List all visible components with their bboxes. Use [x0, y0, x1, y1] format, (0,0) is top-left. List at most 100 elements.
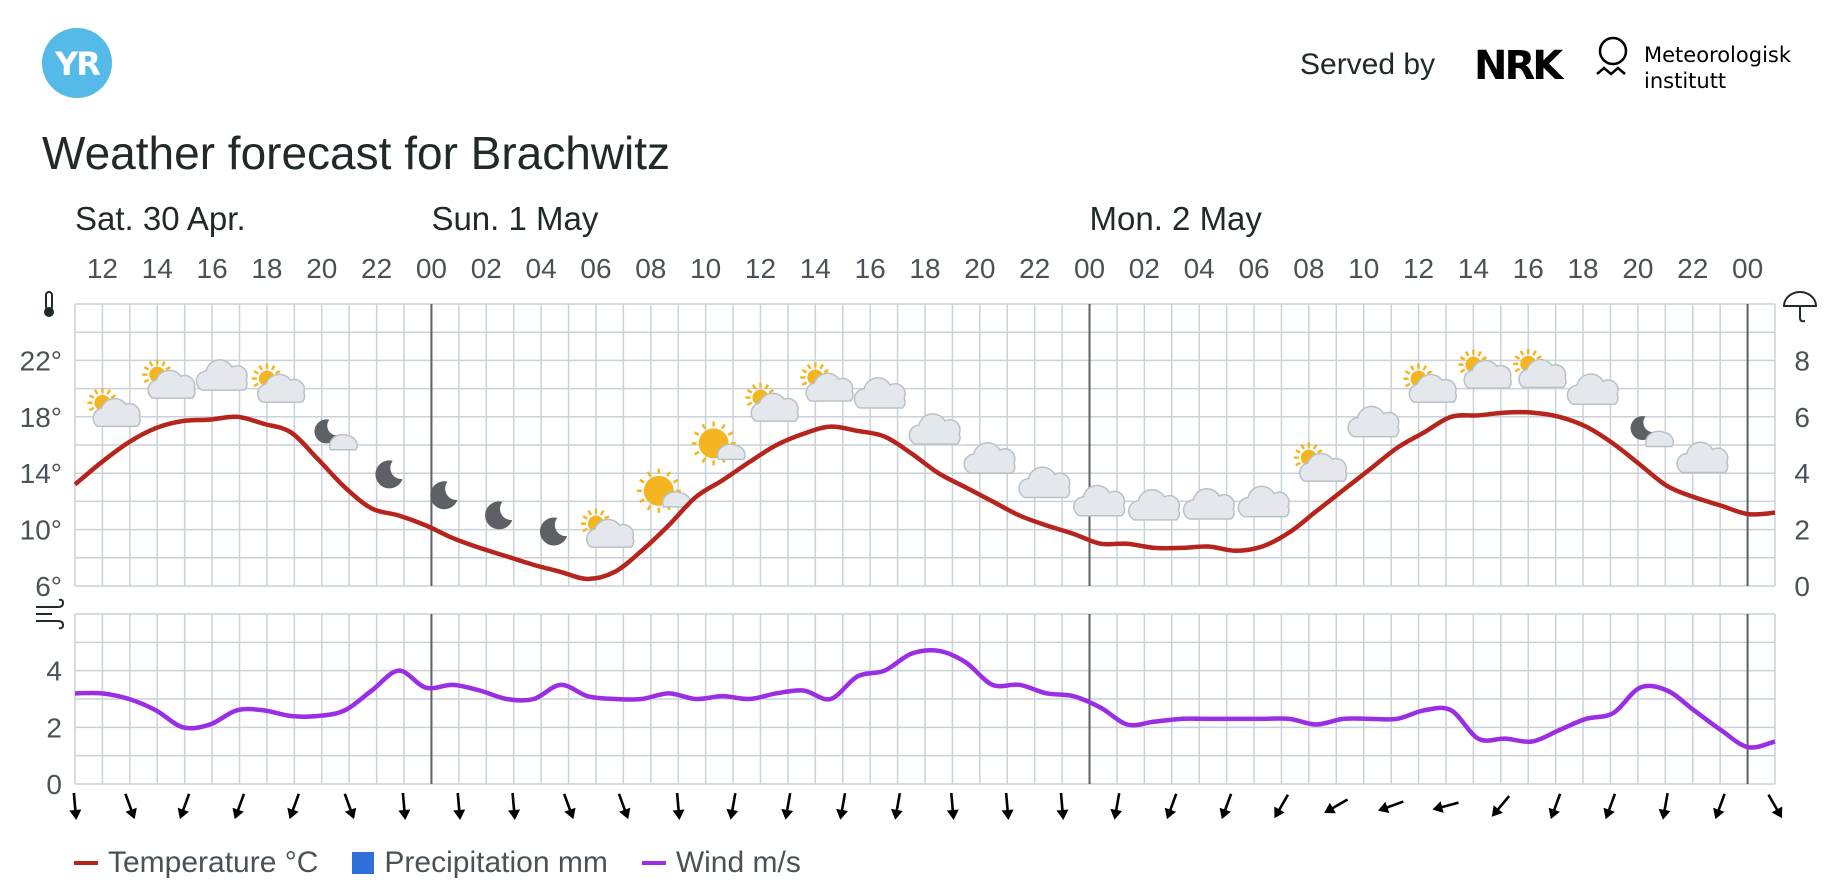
- hour-tick-label: 00: [1074, 253, 1105, 284]
- hour-tick-label: 22: [1019, 253, 1050, 284]
- cloud-icon: [1018, 466, 1071, 499]
- arrow-head: [69, 809, 82, 820]
- sun-ray: [751, 383, 757, 390]
- wind-direction-arrow: [1377, 800, 1404, 814]
- hour-tick-label: 02: [471, 253, 502, 284]
- arrow-head: [1324, 802, 1336, 814]
- temperature-tick-label: 14°: [20, 458, 62, 489]
- weather-symbol-partly-cloudy-day: [800, 362, 854, 402]
- hour-tick-label: 18: [909, 253, 940, 284]
- sun-ray: [1312, 444, 1318, 450]
- cloud-icon: [1127, 488, 1181, 521]
- wind-direction-arrow: [1056, 792, 1069, 820]
- sun-ray: [165, 366, 171, 371]
- cloud-icon: [92, 397, 141, 428]
- precipitation-tick-label: 4: [1794, 458, 1810, 489]
- wind-direction-arrow: [562, 793, 576, 820]
- sun-ray: [721, 423, 726, 430]
- wind-direction-arrow: [453, 792, 466, 820]
- weather-symbol-partly-cloudy-day: [580, 508, 635, 548]
- wind-line: [74, 647, 1776, 750]
- arrow-head: [1491, 805, 1503, 817]
- cloud-icon: [1298, 452, 1348, 482]
- hour-tick-label: 00: [1732, 253, 1763, 284]
- sun-ray: [1409, 365, 1415, 371]
- wind-direction-arrow: [1110, 792, 1123, 820]
- arrow-head: [1377, 801, 1390, 814]
- cloud-icon: [963, 442, 1016, 474]
- sun-ray: [801, 381, 808, 387]
- weather-symbol-cloudy: [1182, 487, 1235, 520]
- cloud-icon: [195, 359, 248, 391]
- sun-ray: [1295, 461, 1301, 467]
- hour-tick-label: 04: [526, 253, 557, 284]
- arrow-head: [946, 809, 959, 820]
- cloud-icon: [716, 443, 746, 461]
- page-title: Weather forecast for Brachwitz: [42, 127, 671, 179]
- wind-direction-arrow: [1274, 794, 1290, 819]
- sun-ray: [639, 498, 645, 503]
- sun-ray: [646, 504, 652, 511]
- arrow-head: [1432, 801, 1444, 813]
- wind-direction-arrow: [1713, 793, 1726, 820]
- weather-symbol-cloudy: [1566, 373, 1619, 406]
- sun-ray: [587, 510, 593, 516]
- weather-symbol-clear-night: [375, 460, 403, 489]
- sun-ray: [823, 368, 829, 374]
- sun-ray: [1519, 350, 1525, 356]
- met-name-line2: institutt: [1644, 69, 1727, 93]
- temperature-line: [73, 409, 1776, 582]
- weather-symbol-partly-cloudy-night: [1630, 416, 1674, 448]
- sun-ray: [806, 363, 812, 370]
- wind-direction-arrow: [1548, 793, 1562, 820]
- legend-item-temperature: Temperature °C: [74, 846, 318, 880]
- sun-ray: [764, 383, 770, 390]
- wind-direction-arrow: [1658, 792, 1671, 820]
- legend-item-wind: Wind m/s: [641, 846, 801, 880]
- cloud-icon: [1347, 405, 1400, 438]
- met-institute-logo-icon: [1596, 36, 1628, 76]
- legend-swatch-wind: [641, 861, 666, 865]
- cloud-icon: [1073, 484, 1126, 517]
- sun-ray: [274, 369, 281, 375]
- sun-ray: [693, 450, 700, 456]
- wind-direction-arrow: [69, 792, 82, 820]
- wind-direction-arrow: [343, 793, 357, 820]
- weather-symbol-cloudy: [1018, 466, 1071, 499]
- sun-ray: [599, 510, 605, 516]
- sun-ray: [646, 471, 652, 477]
- wind-direction-arrow: [1432, 801, 1459, 813]
- wind-direction-arrow: [890, 792, 903, 820]
- moon-icon: [539, 517, 568, 546]
- hour-tick-label: 12: [87, 253, 118, 284]
- cloud-icon: [750, 392, 799, 422]
- weather-symbol-cloudy: [853, 377, 906, 409]
- wind-direction-arrow: [836, 792, 848, 820]
- hour-tick-label: 16: [855, 253, 886, 284]
- arrow-head: [1219, 807, 1231, 820]
- wind-direction-arrow: [232, 793, 246, 820]
- weather-symbol-cloudy: [908, 413, 961, 445]
- sun-ray: [727, 431, 734, 436]
- sun-ray: [582, 527, 588, 533]
- hour-tick-label: 10: [1348, 253, 1379, 284]
- cloud-icon: [586, 518, 635, 548]
- sun-ray: [93, 389, 99, 395]
- wind-direction-arrow: [1491, 795, 1511, 817]
- wind-direction-arrow: [672, 792, 685, 820]
- wind-direction-arrow: [726, 792, 739, 820]
- sun-ray: [801, 368, 808, 374]
- sun-ray: [819, 363, 824, 370]
- day-label: Mon. 2 May: [1090, 200, 1263, 237]
- hour-tick-label: 16: [1513, 253, 1544, 284]
- temperature-tick-label: 6°: [35, 571, 62, 602]
- hour-tick-label: 20: [306, 253, 337, 284]
- arrow-head: [177, 807, 189, 820]
- day-label: Sun. 1 May: [431, 200, 598, 237]
- precipitation-tick-label: 0: [1794, 571, 1810, 602]
- hour-tick-label: 10: [690, 253, 721, 284]
- hour-tick-label: 22: [1677, 253, 1708, 284]
- weather-symbol-cloudy: [963, 442, 1016, 474]
- weather-symbol-cloudy: [195, 359, 248, 391]
- weather-symbol-cloudy: [1347, 405, 1400, 438]
